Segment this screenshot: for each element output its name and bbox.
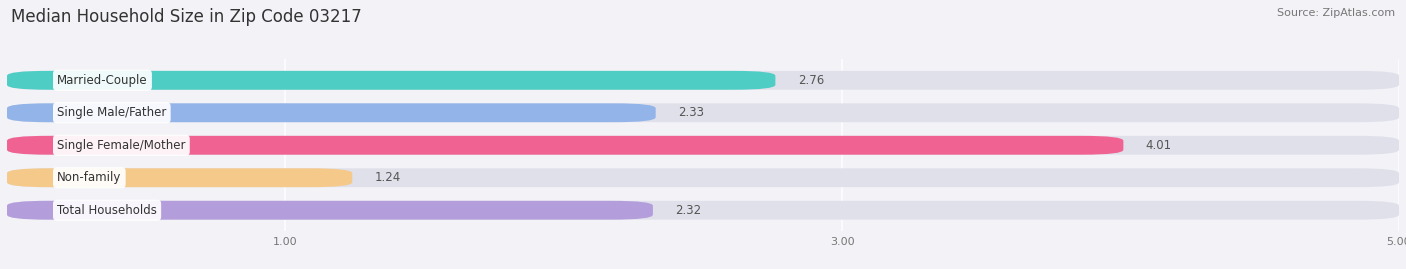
FancyBboxPatch shape xyxy=(7,103,655,122)
Text: 2.33: 2.33 xyxy=(678,106,704,119)
Text: Single Male/Father: Single Male/Father xyxy=(58,106,166,119)
FancyBboxPatch shape xyxy=(7,136,1399,155)
FancyBboxPatch shape xyxy=(7,168,353,187)
Text: 2.32: 2.32 xyxy=(675,204,702,217)
Text: Single Female/Mother: Single Female/Mother xyxy=(58,139,186,152)
FancyBboxPatch shape xyxy=(7,168,1399,187)
FancyBboxPatch shape xyxy=(7,201,652,220)
Text: Non-family: Non-family xyxy=(58,171,121,184)
Text: 2.76: 2.76 xyxy=(797,74,824,87)
FancyBboxPatch shape xyxy=(7,71,775,90)
FancyBboxPatch shape xyxy=(7,71,1399,90)
FancyBboxPatch shape xyxy=(7,201,1399,220)
Text: Married-Couple: Married-Couple xyxy=(58,74,148,87)
FancyBboxPatch shape xyxy=(7,103,1399,122)
FancyBboxPatch shape xyxy=(7,136,1123,155)
Text: Source: ZipAtlas.com: Source: ZipAtlas.com xyxy=(1277,8,1395,18)
Text: Total Households: Total Households xyxy=(58,204,157,217)
Text: 1.24: 1.24 xyxy=(374,171,401,184)
Text: 4.01: 4.01 xyxy=(1146,139,1171,152)
Text: Median Household Size in Zip Code 03217: Median Household Size in Zip Code 03217 xyxy=(11,8,361,26)
